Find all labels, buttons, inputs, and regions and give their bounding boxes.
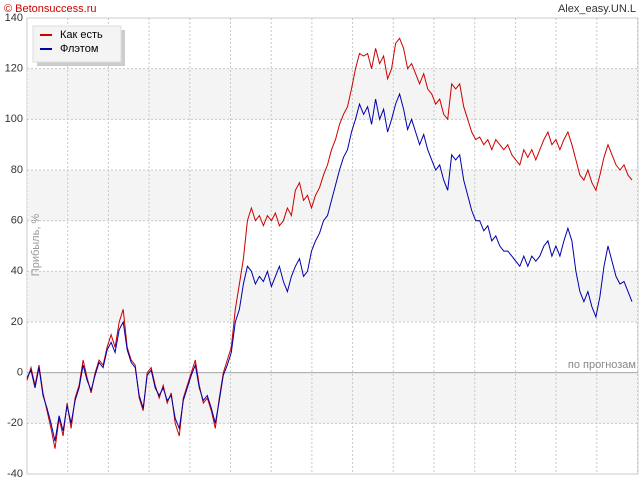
annotation: по прогнозам: [568, 359, 636, 371]
y-tick-label: 0: [17, 367, 23, 379]
band: [27, 372, 638, 424]
y-tick-label: 120: [5, 63, 23, 75]
source: © Betonsuccess.ru: [4, 3, 96, 15]
band: [27, 271, 638, 322]
y-tick-label: -40: [7, 468, 23, 480]
series-line: [26, 37, 633, 449]
y-tick-label: 60: [11, 215, 23, 227]
y-tick-label: 140: [5, 12, 23, 24]
y-tick-label: -20: [7, 417, 23, 429]
y-tick-label: 20: [11, 316, 23, 328]
series-line: [26, 92, 633, 442]
legend-label: Как есть: [60, 29, 103, 41]
chart-title: Alex_easy.UN.L: [558, 3, 636, 15]
y-tick-label: 100: [5, 113, 23, 125]
band: [27, 68, 638, 120]
legend-label: Флэтом: [60, 43, 98, 55]
y-tick-label: 40: [11, 265, 23, 277]
legend-box: [32, 25, 122, 63]
y-axis-label: Прибыль, %: [30, 214, 42, 277]
y-tick-label: 80: [11, 164, 23, 176]
